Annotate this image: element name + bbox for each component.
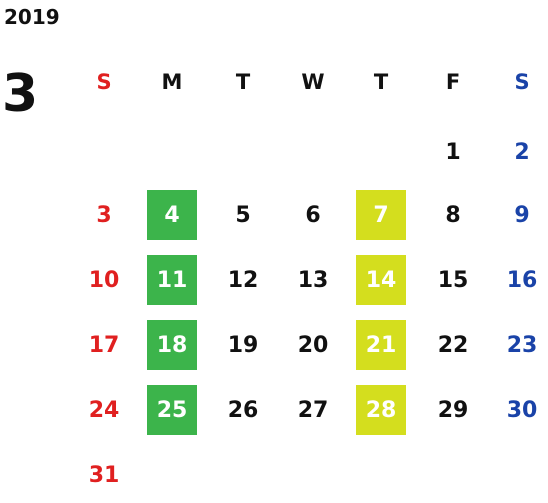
- day-cell-31[interactable]: 31: [88, 462, 120, 488]
- day-cell-27[interactable]: 27: [297, 397, 329, 423]
- day-cell-21[interactable]: 21: [356, 320, 406, 370]
- day-cell-14[interactable]: 14: [356, 255, 406, 305]
- month-number: 3: [2, 64, 39, 124]
- day-cell-11[interactable]: 11: [147, 255, 197, 305]
- day-cell-4[interactable]: 4: [147, 190, 197, 240]
- day-cell-22[interactable]: 22: [437, 332, 469, 358]
- day-cell-8[interactable]: 8: [445, 202, 461, 228]
- day-cell-12[interactable]: 12: [227, 267, 259, 293]
- day-cell-9[interactable]: 9: [514, 202, 530, 228]
- day-cell-23[interactable]: 23: [506, 332, 538, 358]
- day-cell-26[interactable]: 26: [227, 397, 259, 423]
- day-cell-29[interactable]: 29: [437, 397, 469, 423]
- day-cell-24[interactable]: 24: [88, 397, 120, 423]
- day-cell-15[interactable]: 15: [437, 267, 469, 293]
- day-cell-28[interactable]: 28: [356, 385, 406, 435]
- weekday-header-fri: F: [445, 70, 461, 94]
- day-cell-13[interactable]: 13: [297, 267, 329, 293]
- day-cell-2[interactable]: 2: [514, 139, 530, 165]
- day-cell-20[interactable]: 20: [297, 332, 329, 358]
- day-cell-18[interactable]: 18: [147, 320, 197, 370]
- day-cell-10[interactable]: 10: [88, 267, 120, 293]
- day-cell-1[interactable]: 1: [445, 139, 461, 165]
- weekday-header-sat: S: [514, 70, 530, 94]
- year-label: 2019: [4, 5, 60, 29]
- weekday-header-tue: T: [235, 70, 251, 94]
- day-cell-3[interactable]: 3: [96, 202, 112, 228]
- day-cell-17[interactable]: 17: [88, 332, 120, 358]
- day-cell-19[interactable]: 19: [227, 332, 259, 358]
- day-cell-5[interactable]: 5: [235, 202, 251, 228]
- day-cell-30[interactable]: 30: [506, 397, 538, 423]
- day-cell-25[interactable]: 25: [147, 385, 197, 435]
- weekday-header-thu: T: [373, 70, 389, 94]
- day-cell-7[interactable]: 7: [356, 190, 406, 240]
- day-cell-16[interactable]: 16: [506, 267, 538, 293]
- weekday-header-sun: S: [96, 70, 112, 94]
- day-cell-6[interactable]: 6: [305, 202, 321, 228]
- weekday-header-wed: W: [301, 70, 325, 94]
- weekday-header-mon: M: [161, 70, 183, 94]
